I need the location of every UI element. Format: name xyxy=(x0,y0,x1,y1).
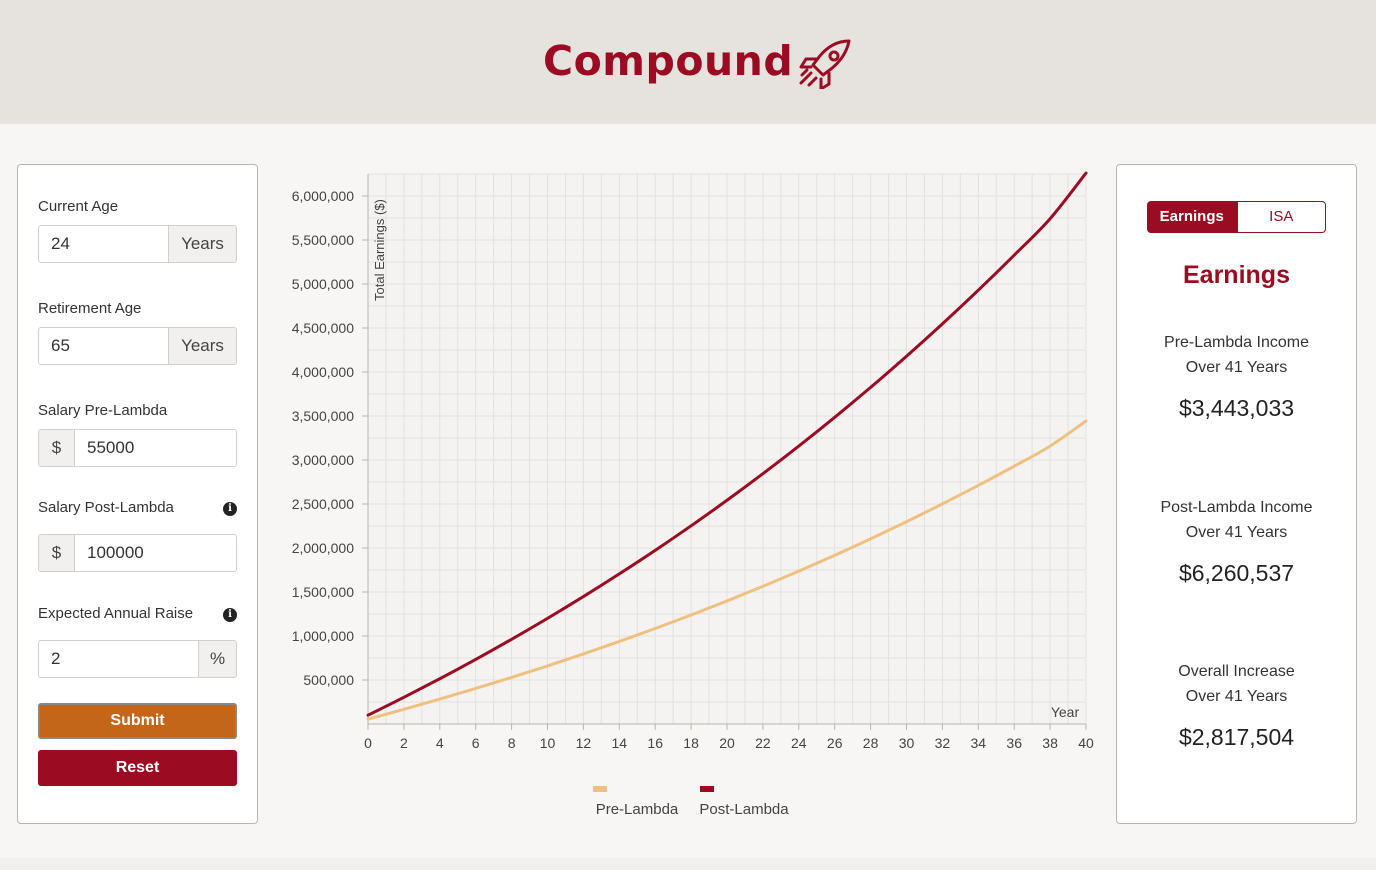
increase-sublabel: Over 41 Years xyxy=(1185,688,1288,705)
y-tick-label: 3,000,000 xyxy=(292,452,354,468)
x-tick-label: 36 xyxy=(1006,735,1022,751)
x-tick-label: 20 xyxy=(719,735,735,751)
post-lambda-label: Post-Lambda Income xyxy=(1160,499,1313,516)
current-age-label: Current Age xyxy=(38,198,119,215)
retirement-age-group: 65 Years xyxy=(38,327,237,365)
x-tick-label: 24 xyxy=(791,735,807,751)
x-tick-label: 16 xyxy=(647,735,663,751)
x-tick-label: 30 xyxy=(899,735,915,751)
salary-post-group: $ 100000 xyxy=(38,534,237,572)
legend-label[interactable]: Pre-Lambda xyxy=(596,801,679,818)
x-tick-label: 0 xyxy=(364,735,372,751)
chart-legend: Pre-Lambda Post-Lambda xyxy=(593,786,789,818)
annual-raise-suffix: % xyxy=(198,641,236,677)
info-icon[interactable]: i xyxy=(223,502,237,516)
y-tick-label: 5,500,000 xyxy=(292,232,354,248)
x-tick-label: 34 xyxy=(971,735,987,751)
current-age-input[interactable]: 24 xyxy=(51,234,70,253)
x-tick-label: 32 xyxy=(935,735,951,751)
submit-button[interactable]: Submit xyxy=(38,703,237,739)
x-tick-label: 12 xyxy=(576,735,592,751)
y-tick-label: 1,000,000 xyxy=(292,628,354,644)
y-tick-label: 1,500,000 xyxy=(292,584,354,600)
x-tick-label: 40 xyxy=(1078,735,1094,751)
legend-swatch xyxy=(593,786,607,792)
annual-raise-label: Expected Annual Raise xyxy=(38,605,194,622)
retirement-age-suffix: Years xyxy=(168,328,236,364)
tab-earnings[interactable]: Earnings xyxy=(1147,201,1237,233)
x-axis: 0 2 4 6 8 10 12 14 16 18 20 22 24 26 28 30 32 34 36 38 40 xyxy=(364,724,1094,751)
salary-post-prefix: $ xyxy=(39,535,75,571)
page-footer-strip xyxy=(0,858,1376,870)
annual-raise-input[interactable]: 2 xyxy=(51,649,61,668)
x-tick-label: 22 xyxy=(755,735,771,751)
y-tick-label: 5,000,000 xyxy=(292,276,354,292)
post-lambda-value: $6,260,537 xyxy=(1178,560,1295,586)
chart-lines xyxy=(366,171,1088,721)
retirement-age-label: Retirement Age xyxy=(38,300,142,317)
reset-button[interactable]: Reset xyxy=(38,750,237,786)
chart-grid xyxy=(367,173,1087,725)
y-axis: 500,000 1,000,000 1,500,000 2,000,000 2,500,… xyxy=(292,188,368,688)
y-tick-label: 2,500,000 xyxy=(292,496,354,512)
salary-pre-input[interactable]: 55000 xyxy=(87,438,135,457)
input-form-panel: Current Age 24 Years Retirement Age 65 Y… xyxy=(17,164,258,824)
app-title: Compound xyxy=(543,37,794,85)
increase-label: Overall Increase xyxy=(1178,663,1295,680)
y-tick-label: 6,000,000 xyxy=(292,188,354,204)
x-tick-label: 26 xyxy=(827,735,843,751)
chart-svg: 500,000 1,000,000 1,500,000 2,000,000 2,500,… xyxy=(292,171,1094,818)
app-header: Compound xyxy=(0,0,1376,124)
legend-label[interactable]: Post-Lambda xyxy=(699,801,789,818)
pre-lambda-value: $3,443,033 xyxy=(1178,395,1295,421)
x-tick-label: 10 xyxy=(540,735,556,751)
legend-swatch xyxy=(700,786,714,792)
salary-post-input[interactable]: 100000 xyxy=(87,543,144,562)
rocket-icon xyxy=(799,39,851,89)
x-tick-label: 4 xyxy=(436,735,444,751)
y-tick-label: 500,000 xyxy=(303,672,354,688)
x-tick-label: 2 xyxy=(400,735,408,751)
series-line-pre-lambda xyxy=(366,419,1088,721)
x-tick-label: 38 xyxy=(1042,735,1058,751)
pre-lambda-sublabel: Over 41 Years xyxy=(1185,359,1288,376)
results-heading: Earnings xyxy=(1183,261,1290,289)
retirement-age-input[interactable]: 65 xyxy=(51,336,70,355)
x-axis-label: Year xyxy=(1051,704,1080,720)
pre-lambda-label: Pre-Lambda Income xyxy=(1164,334,1309,351)
y-tick-label: 4,000,000 xyxy=(292,364,354,380)
x-tick-label: 6 xyxy=(472,735,480,751)
x-tick-label: 14 xyxy=(612,735,628,751)
salary-pre-prefix: $ xyxy=(39,430,75,466)
annual-raise-group: 2 % xyxy=(38,640,237,678)
x-tick-label: 8 xyxy=(508,735,516,751)
increase-value: $2,817,504 xyxy=(1178,724,1295,750)
y-axis-label: Total Earnings ($) xyxy=(372,199,387,301)
current-age-group: 24 Years xyxy=(38,225,237,263)
y-tick-label: 3,500,000 xyxy=(292,408,354,424)
series-line-post-lambda xyxy=(366,171,1088,717)
post-lambda-sublabel: Over 41 Years xyxy=(1185,524,1288,541)
tab-isa[interactable]: ISA xyxy=(1236,201,1326,233)
y-tick-label: 2,000,000 xyxy=(292,540,354,556)
logo[interactable]: Compound xyxy=(543,33,855,89)
salary-pre-group: $ 55000 xyxy=(38,429,237,467)
info-icon[interactable]: i xyxy=(223,608,237,622)
current-age-suffix: Years xyxy=(168,226,236,262)
x-tick-label: 28 xyxy=(863,735,879,751)
x-tick-label: 18 xyxy=(683,735,699,751)
salary-post-label: Salary Post-Lambda xyxy=(38,499,174,516)
salary-pre-label: Salary Pre-Lambda xyxy=(38,402,168,419)
y-tick-label: 4,500,000 xyxy=(292,320,354,336)
earnings-chart: 500,000 1,000,000 1,500,000 2,000,000 2,500,… xyxy=(262,160,1112,840)
results-tabs: Earnings ISA xyxy=(1147,201,1326,233)
results-panel: Earnings ISA Earnings Pre-Lambda Income … xyxy=(1116,164,1357,824)
